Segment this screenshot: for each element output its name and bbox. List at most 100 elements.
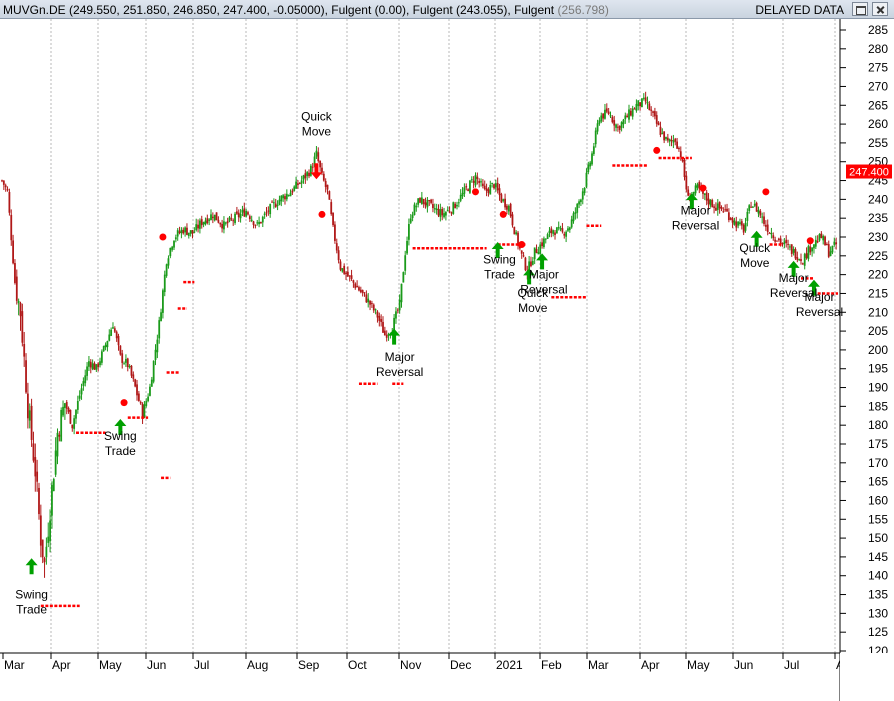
candle-body [354, 283, 357, 288]
candle-body [537, 252, 540, 255]
candle-body [592, 146, 595, 154]
y-tick-label: 150 [868, 531, 888, 545]
x-tick-label: 2021 [496, 658, 523, 672]
annotation-line-1: Major [529, 267, 559, 281]
candle-body [430, 199, 432, 203]
candle-body [705, 192, 708, 201]
candle-body [75, 409, 77, 419]
candle-body [128, 366, 131, 368]
last-price-tag: 247.400 [846, 164, 892, 179]
candle-body [346, 271, 349, 277]
candle-body [613, 120, 616, 126]
y-tick-label: 190 [868, 381, 888, 395]
price-chart[interactable]: SwingTradeSwingTradeQuickMoveMajorRevers… [0, 19, 894, 701]
y-tick-label: 165 [868, 475, 888, 489]
candle-body [413, 204, 416, 216]
candle-body [206, 218, 209, 224]
candle-body [374, 309, 377, 311]
candle-body [681, 159, 684, 162]
candle-body [28, 410, 31, 421]
candle-body [88, 361, 90, 367]
candle-body [803, 254, 806, 266]
candle-body [672, 140, 675, 143]
candle-body [463, 187, 466, 194]
x-tick-label: Jul [194, 658, 209, 672]
candle-body [110, 329, 113, 336]
candle-body [191, 230, 194, 234]
candle-body [796, 257, 799, 260]
signal-dot [159, 233, 167, 241]
candle-body [583, 187, 586, 194]
candle-body [552, 230, 555, 234]
candle-body [330, 202, 333, 215]
candle-body [274, 203, 277, 208]
candle-body [628, 109, 630, 120]
candle-body [256, 222, 259, 224]
y-tick-label: 195 [868, 362, 888, 376]
candle-body [371, 303, 373, 305]
candle-body [395, 311, 397, 319]
candle-body [696, 184, 699, 188]
candle-body [60, 409, 63, 442]
candle-body [487, 189, 490, 193]
candle-body [289, 192, 292, 197]
candle-body [607, 111, 610, 114]
candle-body [49, 520, 51, 542]
candle-body [533, 247, 536, 260]
y-tick-label: 230 [868, 230, 888, 244]
candle-body [709, 199, 712, 206]
candle-body [740, 221, 743, 226]
candle-body [635, 103, 638, 111]
x-tick-label: Aug [247, 658, 268, 672]
candle-body [10, 214, 13, 241]
candle-body [779, 238, 782, 244]
candle-body [485, 188, 488, 191]
indicator-3-value: (256.798) [557, 3, 609, 17]
candle-body [322, 173, 325, 181]
candle-body [639, 102, 641, 107]
candle-body [230, 218, 233, 220]
candle-body [444, 212, 447, 216]
candle-body [535, 249, 538, 253]
buy-arrow-icon [114, 418, 127, 435]
x-tick-label: Sep [298, 658, 320, 672]
candle-body [247, 212, 249, 215]
candle-body [478, 180, 481, 183]
candle-body [76, 401, 79, 410]
candle-body [400, 283, 403, 303]
candle-body [93, 363, 96, 370]
candle-body [674, 138, 677, 142]
candle-body [827, 244, 830, 257]
close-window-button[interactable] [872, 2, 888, 16]
candle-body [139, 401, 142, 404]
candle-body [132, 374, 135, 379]
candle-body [252, 221, 255, 225]
candle-body [618, 125, 621, 130]
candle-body [820, 233, 823, 238]
candle-body [387, 334, 390, 336]
candle-body [100, 351, 103, 363]
candle-body [239, 213, 242, 219]
candle-body [452, 202, 455, 214]
candle-body [193, 231, 196, 233]
candle-body [813, 244, 815, 249]
candle-body [14, 263, 16, 283]
candle-body [115, 331, 118, 339]
candle-body [104, 344, 107, 348]
candle-body [186, 227, 188, 235]
candle-body [86, 366, 88, 376]
candle-body [600, 115, 603, 122]
candle-body [26, 393, 29, 419]
candle-body [173, 240, 175, 248]
x-tick-label: Apr [641, 658, 660, 672]
candle-body [789, 246, 791, 248]
indicator-2-name: Fulgent [412, 3, 453, 17]
candle-body [491, 182, 494, 184]
candle-body [350, 275, 353, 279]
candle-body [474, 175, 477, 186]
restore-window-button[interactable] [852, 2, 868, 16]
buy-arrow-icon [523, 268, 536, 285]
candle-body [36, 471, 39, 482]
candle-body [67, 408, 70, 412]
candle-body [500, 194, 503, 203]
